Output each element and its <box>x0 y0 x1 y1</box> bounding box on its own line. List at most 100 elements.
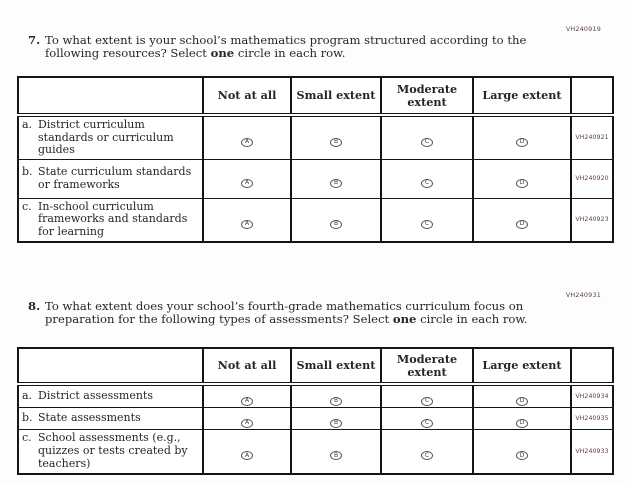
answer-circle-c[interactable]: C <box>421 178 433 188</box>
answer-circle-d[interactable]: D <box>516 451 528 461</box>
row-label-text: School assessments (e.g., quizzes or tes… <box>38 431 188 470</box>
row-code: VH240935 <box>570 407 614 430</box>
column-header-moderate-extent: Moderate extent <box>380 347 474 386</box>
circle-letter: C <box>424 220 430 228</box>
circle-letter: A <box>244 179 250 187</box>
row-code: VH240920 <box>570 158 614 199</box>
table-row: b. State curriculum standards or framewo… <box>17 158 614 199</box>
answer-circle-b[interactable]: B <box>330 137 342 147</box>
answer-circle-b[interactable]: B <box>330 451 342 461</box>
column-header-not-at-all: Not at all <box>202 347 292 386</box>
answer-circle-c[interactable]: C <box>421 418 433 428</box>
question-7: 7. To what extent is your school’s mathe… <box>28 33 550 61</box>
question-text: To what extent is your school’s mathemat… <box>45 33 550 61</box>
row-label-text: District curriculum standards or curricu… <box>38 118 174 157</box>
answer-circle-b[interactable]: B <box>330 219 342 229</box>
row-letter: c. <box>22 431 32 445</box>
question-8: 8. To what extent does your school’s fou… <box>28 299 550 327</box>
question-code: VH240931 <box>565 291 601 299</box>
column-header-large-extent: Large extent <box>472 347 572 386</box>
question-text-segment: To what extent is your school’s mathemat… <box>45 33 527 61</box>
circle-letter: B <box>333 397 339 404</box>
circle-letter: B <box>333 179 339 187</box>
column-header-code-blank <box>570 347 614 386</box>
circle-letter: A <box>244 419 250 426</box>
row-label: b. State curriculum standards or framewo… <box>17 158 204 199</box>
column-header-blank <box>17 76 204 117</box>
row-label-text: In-school curriculum frameworks and stan… <box>38 199 188 238</box>
circle-letter: B <box>333 451 339 459</box>
circle-letter: D <box>519 138 525 146</box>
question-text-segment: circle in each row. <box>416 312 528 327</box>
circle-letter: C <box>424 397 430 404</box>
answer-circle-b[interactable]: B <box>330 178 342 188</box>
answer-circle-d[interactable]: D <box>516 418 528 428</box>
row-label: c. School assessments (e.g., quizzes or … <box>17 429 204 474</box>
table-row: b. State assessments A B C D VH240935 <box>17 407 614 430</box>
table-row: a. District curriculum standards or curr… <box>17 114 614 160</box>
row-label-text: District assessments <box>38 389 153 403</box>
circle-letter: A <box>244 138 250 146</box>
row-letter: a. <box>22 389 33 403</box>
answer-circle-c[interactable]: C <box>421 219 433 229</box>
column-header-not-at-all: Not at all <box>202 76 292 117</box>
column-header-small-extent: Small extent <box>290 347 382 386</box>
answer-circle-b[interactable]: B <box>330 418 342 428</box>
circle-letter: A <box>244 397 250 404</box>
circle-letter: D <box>519 397 525 404</box>
circle-letter: B <box>333 220 339 228</box>
column-header-code-blank <box>570 76 614 117</box>
table-row: c. School assessments (e.g., quizzes or … <box>17 429 614 474</box>
answer-circle-c[interactable]: C <box>421 137 433 147</box>
question-text-bold: one <box>210 46 235 61</box>
circle-letter: A <box>244 451 250 459</box>
question-text-bold: one <box>392 312 417 327</box>
circle-letter: D <box>519 451 525 459</box>
response-table-q8: Not at all Small extent Moderate extent … <box>17 347 614 475</box>
circle-letter: D <box>519 220 525 228</box>
question-text-segment: To what extent does your school’s fourth… <box>45 299 524 327</box>
answer-circle-b[interactable]: B <box>330 396 342 406</box>
column-header-large-extent: Large extent <box>472 76 572 117</box>
row-label-text: State curriculum standards or frameworks <box>38 165 192 191</box>
row-label-text: State assessments <box>38 411 141 425</box>
circle-letter: D <box>519 419 525 426</box>
answer-circle-a[interactable]: A <box>241 137 253 147</box>
question-text: To what extent does your school’s fourth… <box>45 299 550 327</box>
answer-circle-d[interactable]: D <box>516 396 528 406</box>
row-code: VH240921 <box>570 114 614 160</box>
answer-circle-d[interactable]: D <box>516 178 528 188</box>
answer-circle-c[interactable]: C <box>421 451 433 461</box>
question-code: VH240919 <box>565 25 601 33</box>
answer-circle-a[interactable]: A <box>241 451 253 461</box>
row-code: VH240923 <box>570 197 614 243</box>
table-row: a. District assessments A B C D VH240934 <box>17 383 614 408</box>
row-letter: c. <box>22 199 32 213</box>
question-number: 8. <box>28 299 41 313</box>
answer-circle-d[interactable]: D <box>516 219 528 229</box>
row-label: a. District curriculum standards or curr… <box>17 114 204 160</box>
answer-circle-a[interactable]: A <box>241 219 253 229</box>
circle-letter: B <box>333 138 339 146</box>
answer-circle-c[interactable]: C <box>421 396 433 406</box>
row-letter: a. <box>22 118 33 131</box>
circle-letter: C <box>424 179 430 187</box>
circle-letter: C <box>424 419 430 426</box>
circle-letter: C <box>424 138 430 146</box>
row-letter: b. <box>22 411 33 425</box>
table-row: c. In-school curriculum frameworks and s… <box>17 197 614 243</box>
answer-circle-d[interactable]: D <box>516 137 528 147</box>
row-label: a. District assessments <box>17 383 204 408</box>
answer-circle-a[interactable]: A <box>241 178 253 188</box>
circle-letter: C <box>424 451 430 459</box>
column-header-small-extent: Small extent <box>290 76 382 117</box>
question-number: 7. <box>28 33 41 47</box>
column-header-moderate-extent: Moderate extent <box>380 76 474 117</box>
row-letter: b. <box>22 165 33 179</box>
row-code: VH240933 <box>570 429 614 474</box>
row-label: c. In-school curriculum frameworks and s… <box>17 197 204 243</box>
column-header-blank <box>17 347 204 386</box>
answer-circle-a[interactable]: A <box>241 418 253 428</box>
answer-circle-a[interactable]: A <box>241 396 253 406</box>
